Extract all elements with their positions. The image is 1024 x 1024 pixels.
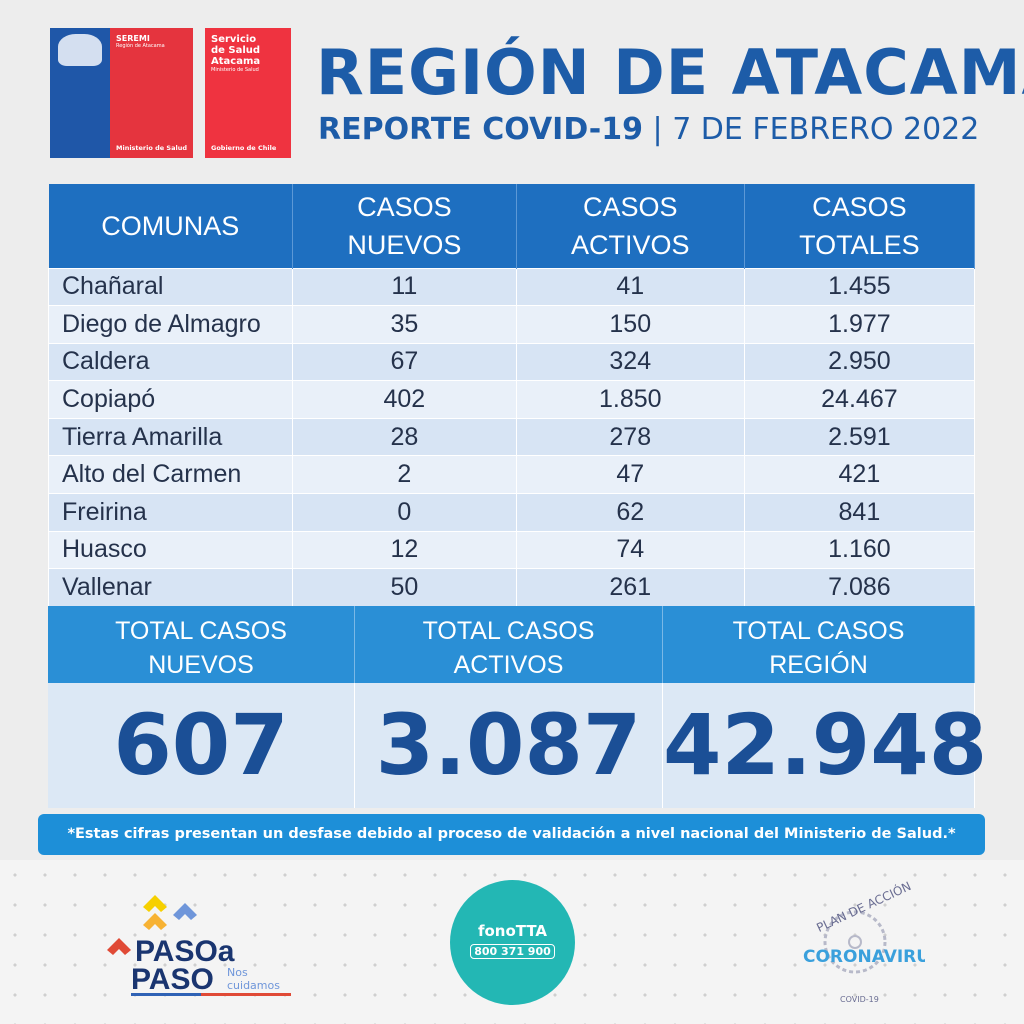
cell-value: 2.950 [743,342,976,382]
table-row: Freirina 0 62 841 [48,493,976,532]
table-row: Vallenar 50 261 7.086 [48,568,976,607]
cell-value: 62 [515,493,745,532]
servicio-salud-logo: Servicio de Salud Atacama Ministerio de … [205,28,291,158]
cell-value: 50 [292,568,517,607]
chile-crest-icon [58,34,102,66]
cell-value: 47 [515,455,745,495]
fonotta-logo: fonoTTA 800 371 900 [450,880,575,1005]
total-value: 3.087 [355,683,663,808]
plan-accion-coronavirus-logo: PLAN DE ACCIÓN CORONAVIRUS COVID-19 [795,878,942,1010]
svg-text:CORONAVIRUS: CORONAVIRUS [803,947,925,967]
cell-value: 1.455 [743,267,976,307]
cell-value: 1.160 [743,530,976,570]
cases-table: COMUNAS CASOS NUEVOS CASOS ACTIVOS CASOS TO… [48,184,976,607]
comuna-name: Diego de Almagro [48,305,293,344]
cell-value: 74 [515,530,745,570]
svg-text:cuidamos: cuidamos [227,979,280,992]
svg-text:COVID-19: COVID-19 [840,995,879,1004]
cell-value: 261 [515,568,745,607]
cell-value: 402 [292,380,517,419]
cell-value: 67 [292,342,517,382]
page-subtitle: REPORTE COVID-19 | 7 DE FEBRERO 2022 [318,112,980,147]
total-value: 607 [48,683,355,808]
paso-a-paso-logo: PASOa PASO Nos cuidamos [105,885,305,1000]
comuna-name: Tierra Amarilla [48,417,293,457]
disclaimer-note: *Estas cifras presentan un desfase debid… [38,814,985,855]
cell-value: 28 [292,417,517,457]
table-row: Caldera 67 324 2.950 [48,342,976,382]
cell-value: 278 [515,417,745,457]
seremi-logo: SEREMI Región de Atacama Ministerio de Sal… [50,28,193,158]
total-label: TOTAL CASOS REGIÓN [663,606,975,683]
comuna-name: Copiapó [48,380,293,419]
cell-value: 0 [292,493,517,532]
svg-text:PASOa: PASOa [135,935,235,968]
comuna-name: Huasco [48,530,293,570]
cell-value: 421 [743,455,976,495]
cell-value: 324 [515,342,745,382]
cell-value: 12 [292,530,517,570]
cell-value: 24.467 [743,380,976,419]
svg-text:PLAN DE ACCIÓN: PLAN DE ACCIÓN [814,880,913,935]
totals-panel: TOTAL CASOS NUEVOS 607 TOTAL CASOS ACTIVOS… [48,606,987,808]
table-row: Alto del Carmen 2 47 421 [48,455,976,495]
table-row: Tierra Amarilla 28 278 2.591 [48,417,976,457]
cell-value: 2 [292,455,517,495]
comuna-name: Chañaral [48,267,293,307]
column-header: CASOS NUEVOS [292,184,517,268]
column-header: CASOS ACTIVOS [516,184,745,268]
page-title: REGIÓN DE ATACAMA [316,36,1024,109]
total-value: 42.948 [663,683,987,808]
cell-value: 2.591 [743,417,976,457]
cell-value: 35 [292,305,517,344]
cell-value: 11 [292,267,517,307]
table-row: Copiapó 402 1.850 24.467 [48,380,976,419]
total-label: TOTAL CASOS NUEVOS [48,606,355,683]
column-header: COMUNAS [48,184,293,268]
column-header: CASOS TOTALES [744,184,976,268]
comuna-name: Caldera [48,342,293,382]
table-row: Huasco 12 74 1.160 [48,530,976,570]
cell-value: 841 [743,493,976,532]
table-row: Diego de Almagro 35 150 1.977 [48,305,976,344]
cell-value: 1.850 [515,380,745,419]
comuna-name: Freirina [48,493,293,532]
cell-value: 1.977 [743,305,976,344]
svg-text:Nos: Nos [227,966,248,979]
cell-value: 41 [515,267,745,307]
comuna-name: Alto del Carmen [48,455,293,495]
comuna-name: Vallenar [48,568,293,607]
table-row: Chañaral 11 41 1.455 [48,267,976,307]
cell-value: 7.086 [743,568,976,607]
cell-value: 150 [515,305,745,344]
total-label: TOTAL CASOS ACTIVOS [355,606,663,683]
svg-text:PASO: PASO [131,963,214,996]
